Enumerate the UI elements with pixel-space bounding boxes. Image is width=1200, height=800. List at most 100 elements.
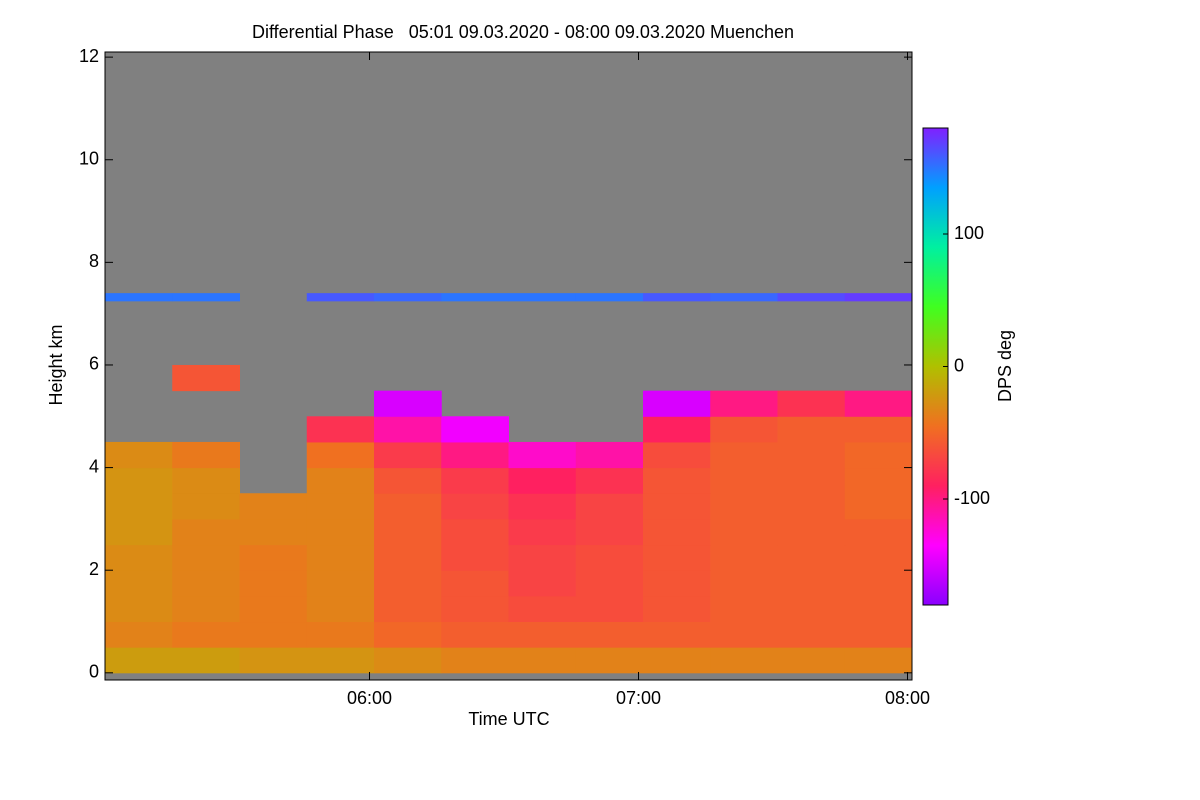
heat-cell bbox=[105, 493, 173, 520]
heat-cell bbox=[643, 647, 711, 674]
heat-cell bbox=[172, 570, 240, 597]
heat-cell bbox=[441, 416, 509, 443]
heat-cell bbox=[374, 293, 442, 302]
chart-title: Differential Phase 05:01 09.03.2020 - 08… bbox=[252, 22, 794, 42]
heat-cell bbox=[508, 570, 577, 597]
heat-cell bbox=[777, 467, 846, 494]
heat-cell bbox=[844, 621, 913, 648]
y-tick-label: 8 bbox=[89, 251, 99, 271]
heat-cell bbox=[844, 595, 913, 623]
heat-cell bbox=[710, 390, 778, 417]
heat-cell bbox=[374, 493, 442, 520]
y-tick-label: 4 bbox=[89, 456, 99, 476]
heat-cell bbox=[374, 416, 442, 443]
heat-cell bbox=[575, 293, 644, 302]
heat-cell bbox=[643, 570, 711, 597]
heat-cell bbox=[508, 544, 577, 571]
heat-cell bbox=[306, 467, 375, 494]
heat-cell bbox=[777, 416, 846, 443]
heat-cell bbox=[306, 518, 375, 546]
heat-cell bbox=[306, 621, 375, 648]
heat-cell bbox=[643, 595, 711, 623]
heat-cell bbox=[306, 647, 375, 674]
y-tick-label: 6 bbox=[89, 354, 99, 374]
heat-cell bbox=[844, 293, 913, 302]
heat-cell bbox=[643, 544, 711, 571]
heat-cell bbox=[374, 544, 442, 571]
heat-cell bbox=[710, 467, 778, 494]
heat-cell bbox=[105, 621, 173, 648]
heat-cell bbox=[441, 518, 509, 546]
heat-cell bbox=[777, 293, 846, 302]
heat-cell bbox=[643, 621, 711, 648]
heat-cell bbox=[105, 518, 173, 546]
heat-cell bbox=[441, 544, 509, 571]
heat-cell bbox=[239, 570, 308, 597]
heat-cell bbox=[508, 595, 577, 623]
plot-frame bbox=[104, 51, 913, 681]
heat-cell bbox=[575, 544, 644, 571]
heat-cell bbox=[441, 570, 509, 597]
heat-cell bbox=[844, 390, 913, 417]
heat-cell bbox=[710, 570, 778, 597]
heat-cell bbox=[710, 441, 778, 469]
heat-cell bbox=[172, 544, 240, 571]
heat-cell bbox=[643, 493, 711, 520]
y-tick-label: 12 bbox=[79, 46, 99, 66]
heat-cell bbox=[508, 518, 577, 546]
heat-cell bbox=[306, 293, 375, 302]
heat-cell bbox=[172, 647, 240, 674]
heat-cell bbox=[710, 416, 778, 443]
heat-cell bbox=[374, 621, 442, 648]
heat-cell bbox=[710, 518, 778, 546]
x-tick-label: 07:00 bbox=[616, 688, 661, 708]
heat-cell bbox=[105, 570, 173, 597]
heat-cell bbox=[844, 570, 913, 597]
heat-cell bbox=[374, 570, 442, 597]
heat-cell bbox=[239, 595, 308, 623]
heat-cell bbox=[374, 390, 442, 417]
heat-cell bbox=[777, 441, 846, 469]
heat-cell bbox=[710, 544, 778, 571]
y-tick-label: 0 bbox=[89, 662, 99, 682]
heat-cell bbox=[575, 647, 644, 674]
heat-cell bbox=[844, 493, 913, 520]
heat-cell bbox=[172, 467, 240, 494]
heat-cell bbox=[239, 544, 308, 571]
heat-cell bbox=[374, 518, 442, 546]
colorbar-tick-label: -100 bbox=[954, 488, 990, 508]
heat-cell bbox=[441, 595, 509, 623]
heat-cell bbox=[172, 364, 240, 392]
heat-cell bbox=[844, 441, 913, 469]
heat-cell bbox=[710, 493, 778, 520]
heat-cell bbox=[575, 493, 644, 520]
heat-cell bbox=[777, 493, 846, 520]
heat-cell bbox=[575, 621, 644, 648]
heat-cell bbox=[777, 595, 846, 623]
heat-cell bbox=[306, 595, 375, 623]
x-axis-label: Time UTC bbox=[468, 709, 549, 729]
heat-cell bbox=[844, 467, 913, 494]
heat-cell bbox=[777, 518, 846, 546]
y-axis-label: Height km bbox=[46, 324, 66, 405]
colorbar-tick-label: 0 bbox=[954, 355, 964, 375]
heat-cell bbox=[306, 493, 375, 520]
heat-cell bbox=[239, 647, 308, 674]
heat-cell bbox=[643, 467, 711, 494]
colorbar-tick-label: 100 bbox=[954, 223, 984, 243]
heat-cell bbox=[710, 647, 778, 674]
heat-cell bbox=[306, 441, 375, 469]
heat-cell bbox=[508, 467, 577, 494]
heat-cell bbox=[374, 647, 442, 674]
heat-cell bbox=[105, 293, 173, 302]
colorbar-label: DPS deg bbox=[995, 330, 1015, 402]
heat-cell bbox=[441, 493, 509, 520]
heat-cell bbox=[508, 441, 577, 469]
heat-cell bbox=[105, 441, 173, 469]
heat-cell bbox=[374, 441, 442, 469]
heat-cell bbox=[239, 621, 308, 648]
heat-cell bbox=[777, 647, 846, 674]
heat-cell bbox=[172, 518, 240, 546]
heat-cell bbox=[508, 293, 577, 302]
